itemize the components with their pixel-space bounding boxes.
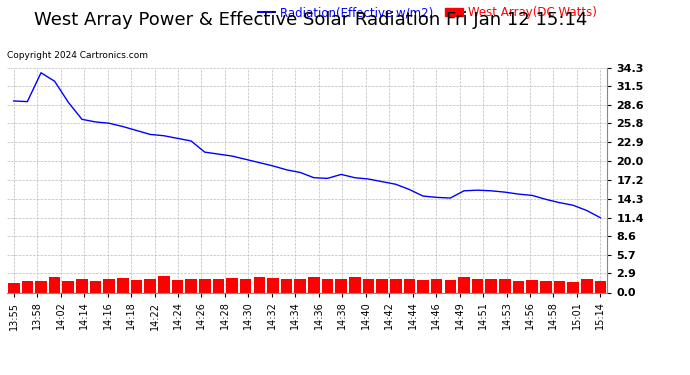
Bar (240, 279, 251, 292)
Bar (295, 279, 306, 292)
Bar (186, 279, 197, 292)
Bar (376, 279, 388, 292)
Bar (540, 281, 551, 292)
Bar (281, 279, 293, 292)
Bar (499, 279, 511, 292)
Bar (158, 276, 170, 292)
Bar (90, 281, 101, 292)
Legend: Radiation(Effective w/m2), West Array(DC Watts): Radiation(Effective w/m2), West Array(DC… (253, 2, 601, 24)
Bar (390, 279, 402, 292)
Bar (553, 281, 565, 292)
Bar (253, 278, 265, 292)
Bar (308, 278, 319, 292)
Bar (226, 278, 238, 292)
Bar (76, 279, 88, 292)
Bar (335, 279, 347, 292)
Bar (431, 279, 442, 292)
Bar (144, 279, 156, 292)
Bar (49, 277, 61, 292)
Bar (267, 278, 279, 292)
Bar (513, 281, 524, 292)
Bar (199, 279, 210, 292)
Bar (458, 278, 470, 292)
Bar (322, 279, 333, 292)
Bar (417, 280, 428, 292)
Bar (444, 280, 456, 292)
Bar (213, 279, 224, 292)
Bar (486, 279, 497, 292)
Bar (35, 281, 47, 292)
Bar (581, 279, 593, 292)
Bar (8, 283, 19, 292)
Bar (472, 279, 484, 292)
Bar (117, 278, 128, 292)
Bar (567, 282, 579, 292)
Bar (526, 280, 538, 292)
Bar (21, 281, 33, 292)
Bar (349, 278, 361, 292)
Bar (104, 279, 115, 292)
Text: West Array Power & Effective Solar Radiation Fri Jan 12 15:14: West Array Power & Effective Solar Radia… (34, 11, 587, 29)
Bar (595, 281, 607, 292)
Bar (172, 280, 184, 292)
Bar (404, 279, 415, 292)
Text: Copyright 2024 Cartronics.com: Copyright 2024 Cartronics.com (7, 51, 148, 60)
Bar (363, 279, 374, 292)
Bar (63, 281, 74, 292)
Bar (130, 280, 142, 292)
